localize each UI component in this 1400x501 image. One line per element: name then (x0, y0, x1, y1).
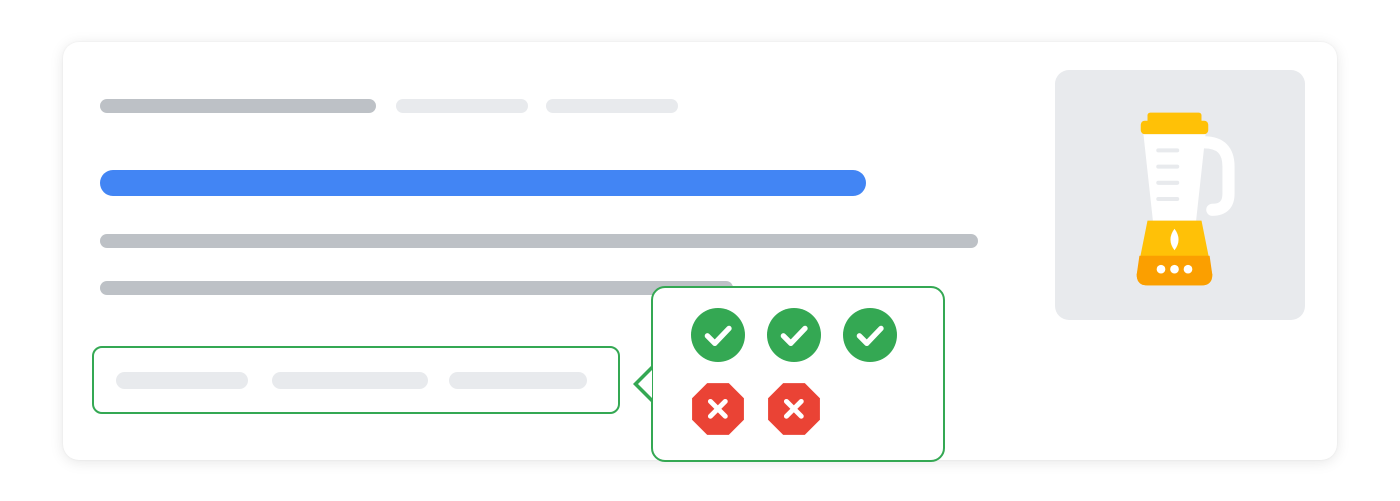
description-bar-2 (100, 281, 733, 295)
status-ok-3 (843, 308, 897, 362)
status-bad-1 (691, 382, 745, 436)
breadcrumb-bar-1 (100, 99, 376, 113)
callout-pointer-fill (638, 370, 652, 398)
blender-icon (1107, 99, 1242, 299)
sitelink-chip-2[interactable] (272, 372, 428, 389)
breadcrumb-bar-3 (546, 99, 678, 113)
status-bad-2 (767, 382, 821, 436)
sitelink-chip-3[interactable] (449, 372, 587, 389)
breadcrumb-bar-2 (396, 99, 528, 113)
status-ok-1 (691, 308, 745, 362)
pros-cons-callout (651, 286, 945, 462)
result-thumbnail (1055, 70, 1305, 320)
sitelinks-extension-box[interactable] (92, 346, 620, 414)
title-bar (100, 170, 866, 196)
status-ok-2 (767, 308, 821, 362)
sitelink-chip-1[interactable] (116, 372, 248, 389)
description-bar-1 (100, 234, 978, 248)
